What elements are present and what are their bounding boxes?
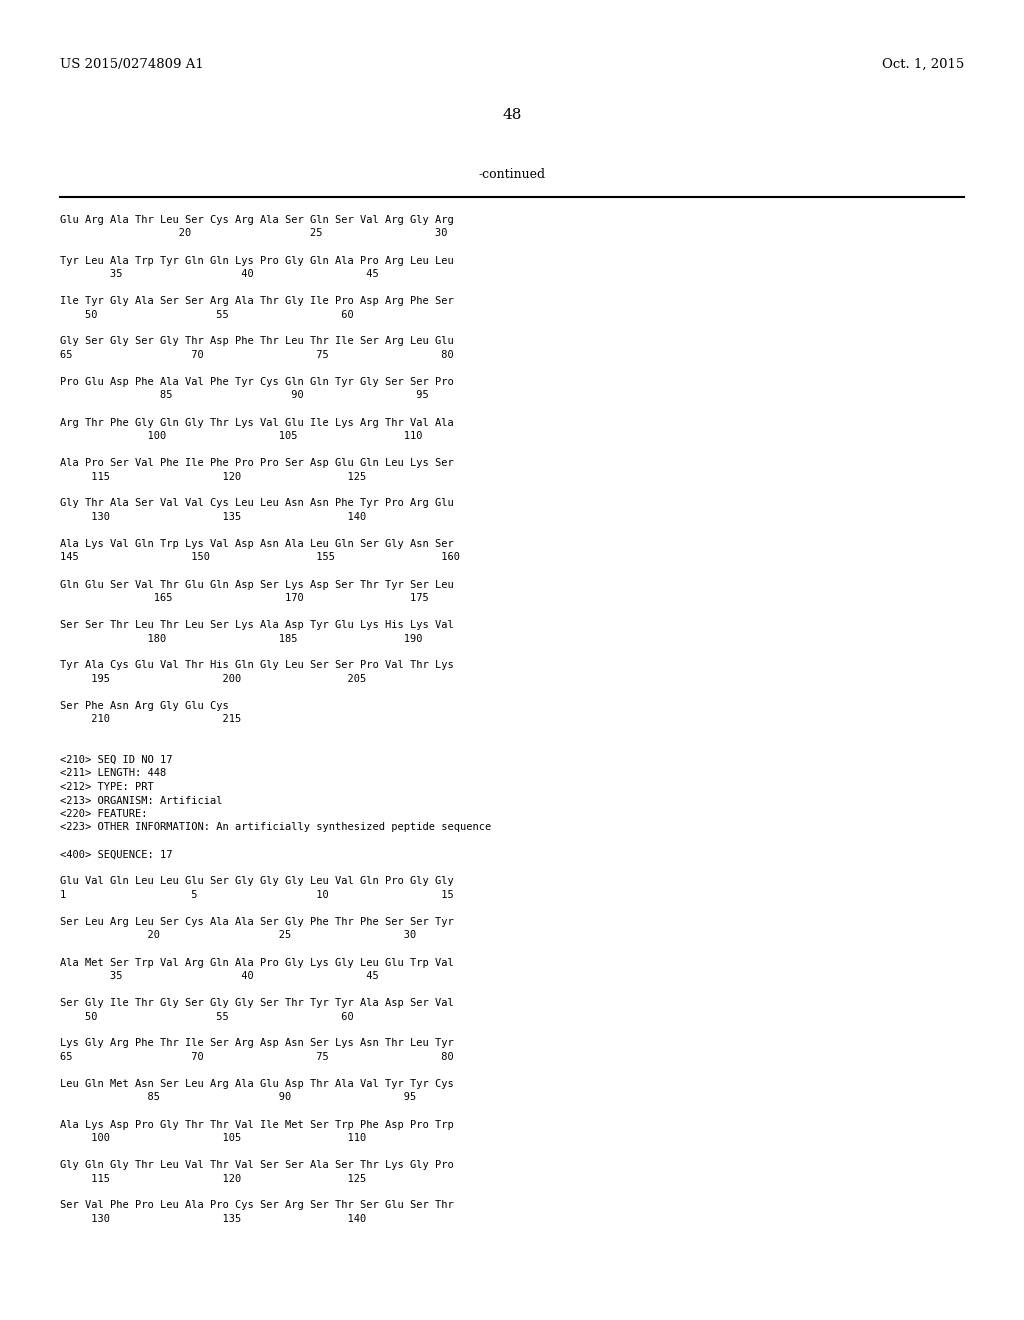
- Text: Lys Gly Arg Phe Thr Ile Ser Arg Asp Asn Ser Lys Asn Thr Leu Tyr: Lys Gly Arg Phe Thr Ile Ser Arg Asp Asn …: [60, 1039, 454, 1048]
- Text: 180                  185                 190: 180 185 190: [60, 634, 423, 644]
- Text: Ser Ser Thr Leu Thr Leu Ser Lys Ala Asp Tyr Glu Lys His Lys Val: Ser Ser Thr Leu Thr Leu Ser Lys Ala Asp …: [60, 620, 454, 630]
- Text: 165                  170                 175: 165 170 175: [60, 593, 429, 603]
- Text: 130                  135                 140: 130 135 140: [60, 512, 367, 521]
- Text: Tyr Ala Cys Glu Val Thr His Gln Gly Leu Ser Ser Pro Val Thr Lys: Tyr Ala Cys Glu Val Thr His Gln Gly Leu …: [60, 660, 454, 671]
- Text: 1                    5                   10                  15: 1 5 10 15: [60, 890, 454, 900]
- Text: 100                  105                 110: 100 105 110: [60, 1133, 367, 1143]
- Text: Gly Ser Gly Ser Gly Thr Asp Phe Thr Leu Thr Ile Ser Arg Leu Glu: Gly Ser Gly Ser Gly Thr Asp Phe Thr Leu …: [60, 337, 454, 346]
- Text: Ala Pro Ser Val Phe Ile Phe Pro Pro Ser Asp Glu Gln Leu Lys Ser: Ala Pro Ser Val Phe Ile Phe Pro Pro Ser …: [60, 458, 454, 469]
- Text: 85                   90                  95: 85 90 95: [60, 391, 429, 400]
- Text: Gln Glu Ser Val Thr Glu Gln Asp Ser Lys Asp Ser Thr Tyr Ser Leu: Gln Glu Ser Val Thr Glu Gln Asp Ser Lys …: [60, 579, 454, 590]
- Text: 65                   70                  75                  80: 65 70 75 80: [60, 350, 454, 360]
- Text: <400> SEQUENCE: 17: <400> SEQUENCE: 17: [60, 850, 172, 859]
- Text: 115                  120                 125: 115 120 125: [60, 1173, 367, 1184]
- Text: Glu Arg Ala Thr Leu Ser Cys Arg Ala Ser Gln Ser Val Arg Gly Arg: Glu Arg Ala Thr Leu Ser Cys Arg Ala Ser …: [60, 215, 454, 224]
- Text: Ser Gly Ile Thr Gly Ser Gly Gly Ser Thr Tyr Tyr Ala Asp Ser Val: Ser Gly Ile Thr Gly Ser Gly Gly Ser Thr …: [60, 998, 454, 1008]
- Text: 130                  135                 140: 130 135 140: [60, 1214, 367, 1224]
- Text: 210                  215: 210 215: [60, 714, 242, 725]
- Text: <211> LENGTH: 448: <211> LENGTH: 448: [60, 768, 166, 779]
- Text: 100                  105                 110: 100 105 110: [60, 432, 423, 441]
- Text: Leu Gln Met Asn Ser Leu Arg Ala Glu Asp Thr Ala Val Tyr Tyr Cys: Leu Gln Met Asn Ser Leu Arg Ala Glu Asp …: [60, 1078, 454, 1089]
- Text: 35                   40                  45: 35 40 45: [60, 269, 379, 279]
- Text: Gly Gln Gly Thr Leu Val Thr Val Ser Ser Ala Ser Thr Lys Gly Pro: Gly Gln Gly Thr Leu Val Thr Val Ser Ser …: [60, 1160, 454, 1170]
- Text: <213> ORGANISM: Artificial: <213> ORGANISM: Artificial: [60, 796, 222, 805]
- Text: Gly Thr Ala Ser Val Val Cys Leu Leu Asn Asn Phe Tyr Pro Arg Glu: Gly Thr Ala Ser Val Val Cys Leu Leu Asn …: [60, 499, 454, 508]
- Text: US 2015/0274809 A1: US 2015/0274809 A1: [60, 58, 204, 71]
- Text: <212> TYPE: PRT: <212> TYPE: PRT: [60, 781, 154, 792]
- Text: Glu Val Gln Leu Leu Glu Ser Gly Gly Gly Leu Val Gln Pro Gly Gly: Glu Val Gln Leu Leu Glu Ser Gly Gly Gly …: [60, 876, 454, 887]
- Text: 85                   90                  95: 85 90 95: [60, 1093, 416, 1102]
- Text: Ala Lys Val Gln Trp Lys Val Asp Asn Ala Leu Gln Ser Gly Asn Ser: Ala Lys Val Gln Trp Lys Val Asp Asn Ala …: [60, 539, 454, 549]
- Text: 35                   40                  45: 35 40 45: [60, 972, 379, 981]
- Text: Ile Tyr Gly Ala Ser Ser Arg Ala Thr Gly Ile Pro Asp Arg Phe Ser: Ile Tyr Gly Ala Ser Ser Arg Ala Thr Gly …: [60, 296, 454, 306]
- Text: 115                  120                 125: 115 120 125: [60, 471, 367, 482]
- Text: -continued: -continued: [478, 168, 546, 181]
- Text: Ala Met Ser Trp Val Arg Gln Ala Pro Gly Lys Gly Leu Glu Trp Val: Ala Met Ser Trp Val Arg Gln Ala Pro Gly …: [60, 957, 454, 968]
- Text: 65                   70                  75                  80: 65 70 75 80: [60, 1052, 454, 1063]
- Text: Arg Thr Phe Gly Gln Gly Thr Lys Val Glu Ile Lys Arg Thr Val Ala: Arg Thr Phe Gly Gln Gly Thr Lys Val Glu …: [60, 417, 454, 428]
- Text: 50                   55                  60: 50 55 60: [60, 1011, 353, 1022]
- Text: <220> FEATURE:: <220> FEATURE:: [60, 809, 147, 818]
- Text: Oct. 1, 2015: Oct. 1, 2015: [882, 58, 964, 71]
- Text: <223> OTHER INFORMATION: An artificially synthesized peptide sequence: <223> OTHER INFORMATION: An artificially…: [60, 822, 492, 833]
- Text: Ser Leu Arg Leu Ser Cys Ala Ala Ser Gly Phe Thr Phe Ser Ser Tyr: Ser Leu Arg Leu Ser Cys Ala Ala Ser Gly …: [60, 917, 454, 927]
- Text: Ser Phe Asn Arg Gly Glu Cys: Ser Phe Asn Arg Gly Glu Cys: [60, 701, 228, 711]
- Text: Tyr Leu Ala Trp Tyr Gln Gln Lys Pro Gly Gln Ala Pro Arg Leu Leu: Tyr Leu Ala Trp Tyr Gln Gln Lys Pro Gly …: [60, 256, 454, 265]
- Text: 50                   55                  60: 50 55 60: [60, 309, 353, 319]
- Text: 20                   25                  30: 20 25 30: [60, 931, 416, 940]
- Text: Ala Lys Asp Pro Gly Thr Thr Val Ile Met Ser Trp Phe Asp Pro Trp: Ala Lys Asp Pro Gly Thr Thr Val Ile Met …: [60, 1119, 454, 1130]
- Text: Ser Val Phe Pro Leu Ala Pro Cys Ser Arg Ser Thr Ser Glu Ser Thr: Ser Val Phe Pro Leu Ala Pro Cys Ser Arg …: [60, 1200, 454, 1210]
- Text: 145                  150                 155                 160: 145 150 155 160: [60, 553, 460, 562]
- Text: <210> SEQ ID NO 17: <210> SEQ ID NO 17: [60, 755, 172, 766]
- Text: 20                   25                  30: 20 25 30: [60, 228, 447, 239]
- Text: 48: 48: [503, 108, 521, 121]
- Text: 195                  200                 205: 195 200 205: [60, 675, 367, 684]
- Text: Pro Glu Asp Phe Ala Val Phe Tyr Cys Gln Gln Tyr Gly Ser Ser Pro: Pro Glu Asp Phe Ala Val Phe Tyr Cys Gln …: [60, 378, 454, 387]
